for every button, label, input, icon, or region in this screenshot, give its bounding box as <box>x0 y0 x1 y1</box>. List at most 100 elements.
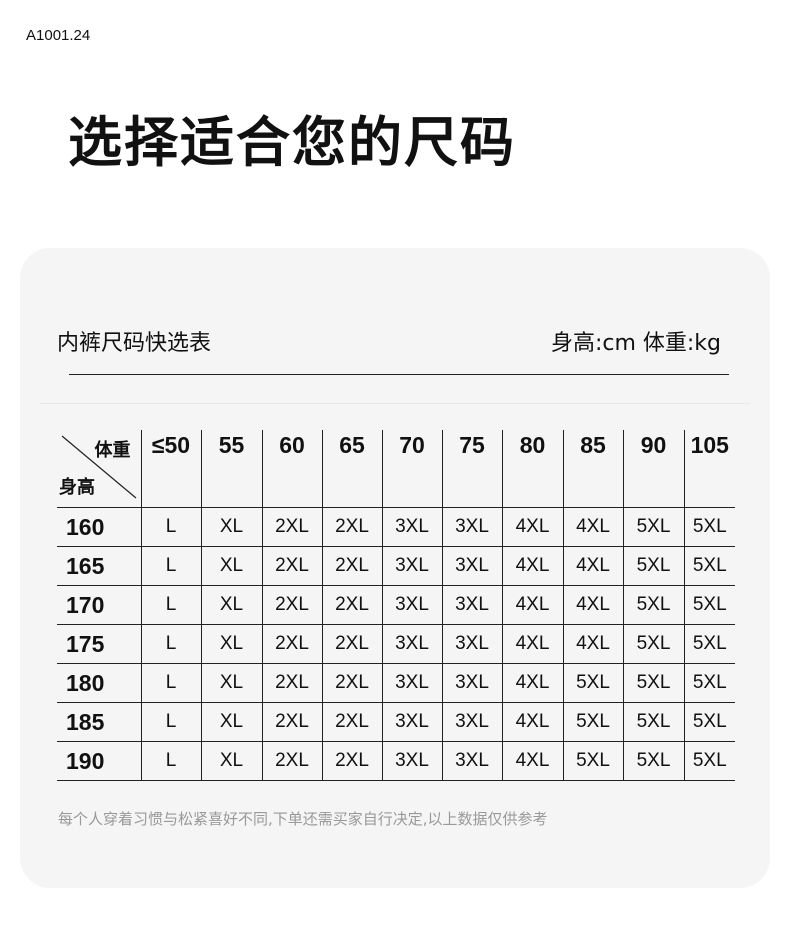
size-cell: XL <box>200 546 262 586</box>
size-cell: 5XL <box>683 624 735 664</box>
size-cell: 4XL <box>501 702 563 742</box>
size-cell: 3XL <box>381 546 442 586</box>
size-cell: 2XL <box>321 546 382 586</box>
size-cell: 4XL <box>562 585 623 625</box>
size-cell: 3XL <box>381 507 442 547</box>
size-cell: 5XL <box>683 663 735 703</box>
weight-header: 105 <box>683 430 735 508</box>
height-cell: 185 <box>57 702 141 742</box>
size-cell: XL <box>200 702 262 742</box>
size-cell: 5XL <box>683 546 735 586</box>
size-cell: 5XL <box>622 546 684 586</box>
size-cell: 3XL <box>381 741 442 781</box>
size-cell: 2XL <box>321 741 382 781</box>
weight-header: 65 <box>321 430 382 508</box>
size-cell: 3XL <box>381 702 442 742</box>
size-cell: 5XL <box>683 585 735 625</box>
header-row: 体重 身高 ≤50 55 60 65 70 75 80 85 90 105 <box>57 430 735 508</box>
weight-label: 体重 <box>94 440 131 460</box>
weight-header: 55 <box>200 430 262 508</box>
size-cell: 2XL <box>321 702 382 742</box>
weight-header: 70 <box>381 430 442 508</box>
size-cell: L <box>140 741 201 781</box>
table-row: 175 L XL 2XL 2XL 3XL 3XL 4XL 4XL 5XL 5XL <box>57 624 735 664</box>
size-cell: 5XL <box>622 702 684 742</box>
weight-header: ≤50 <box>140 430 201 508</box>
size-cell: 4XL <box>562 624 623 664</box>
size-cell: 5XL <box>622 663 684 703</box>
size-cell: 3XL <box>441 702 502 742</box>
table-row: 160 L XL 2XL 2XL 3XL 3XL 4XL 4XL 5XL 5XL <box>57 507 735 547</box>
weight-header: 90 <box>622 430 684 508</box>
size-cell: 2XL <box>261 624 322 664</box>
table-row: 185 L XL 2XL 2XL 3XL 3XL 4XL 5XL 5XL 5XL <box>57 702 735 742</box>
table-row: 170 L XL 2XL 2XL 3XL 3XL 4XL 4XL 5XL 5XL <box>57 585 735 625</box>
size-cell: L <box>140 702 201 742</box>
size-cell: 3XL <box>441 585 502 625</box>
size-cell: 2XL <box>321 663 382 703</box>
size-table: 体重 身高 ≤50 55 60 65 70 75 80 85 90 105 160 L XL 2XL 2X… <box>57 430 735 781</box>
table-row: 180 L XL 2XL 2XL 3XL 3XL 4XL 5XL 5XL 5XL <box>57 663 735 703</box>
height-label: 身高 <box>59 477 95 497</box>
size-cell: 2XL <box>261 663 322 703</box>
size-cell: 4XL <box>501 585 563 625</box>
corner-cell: 体重 身高 <box>57 430 141 508</box>
size-cell: XL <box>200 741 262 781</box>
weight-header: 60 <box>261 430 322 508</box>
chart-subtitle: 内裤尺码快选表 <box>57 331 212 356</box>
size-cell: L <box>140 507 201 547</box>
size-cell: L <box>140 624 201 664</box>
size-cell: 3XL <box>441 546 502 586</box>
size-cell: 3XL <box>441 741 502 781</box>
size-cell: 4XL <box>501 507 563 547</box>
size-cell: 4XL <box>562 507 623 547</box>
weight-header: 75 <box>441 430 502 508</box>
size-cell: 2XL <box>321 507 382 547</box>
height-cell: 180 <box>57 663 141 703</box>
size-cell: 5XL <box>622 507 684 547</box>
size-cell: 2XL <box>261 585 322 625</box>
weight-header: 85 <box>562 430 623 508</box>
height-cell: 165 <box>57 546 141 586</box>
size-cell: 3XL <box>441 624 502 664</box>
size-cell: 5XL <box>622 624 684 664</box>
size-cell: 2XL <box>321 624 382 664</box>
size-cell: 5XL <box>683 702 735 742</box>
size-cell: 4XL <box>501 663 563 703</box>
page-title: 选择适合您的尺码 <box>68 111 516 174</box>
size-cell: L <box>140 663 201 703</box>
size-cell: XL <box>200 624 262 664</box>
size-cell: 5XL <box>562 741 623 781</box>
size-cell: 3XL <box>381 585 442 625</box>
size-cell: XL <box>200 585 262 625</box>
table-row: 190 L XL 2XL 2XL 3XL 3XL 4XL 5XL 5XL 5XL <box>57 741 735 781</box>
height-cell: 190 <box>57 741 141 781</box>
table-row: 165 L XL 2XL 2XL 3XL 3XL 4XL 4XL 5XL 5XL <box>57 546 735 586</box>
divider <box>69 374 729 375</box>
size-cell: 3XL <box>441 507 502 547</box>
size-cell: 2XL <box>261 702 322 742</box>
size-cell: 2XL <box>261 741 322 781</box>
size-cell: 2XL <box>261 546 322 586</box>
size-cell: 5XL <box>683 741 735 781</box>
size-cell: XL <box>200 663 262 703</box>
disclaimer-note: 每个人穿着习惯与松紧喜好不同,下单还需买家自行决定,以上数据仅供参考 <box>58 810 548 828</box>
size-cell: 3XL <box>381 624 442 664</box>
weight-header: 80 <box>501 430 563 508</box>
size-cell: 4XL <box>501 546 563 586</box>
size-cell: 4XL <box>562 546 623 586</box>
size-cell: 2XL <box>261 507 322 547</box>
divider-faint <box>40 403 750 404</box>
height-cell: 170 <box>57 585 141 625</box>
size-cell: 5XL <box>622 741 684 781</box>
size-cell: L <box>140 546 201 586</box>
size-cell: 2XL <box>321 585 382 625</box>
size-cell: 5XL <box>562 702 623 742</box>
height-cell: 175 <box>57 624 141 664</box>
size-cell: 5XL <box>622 585 684 625</box>
size-cell: 4XL <box>501 741 563 781</box>
product-code: A1001.24 <box>26 27 91 44</box>
size-cell: 4XL <box>501 624 563 664</box>
size-cell: 3XL <box>441 663 502 703</box>
height-cell: 160 <box>57 507 141 547</box>
